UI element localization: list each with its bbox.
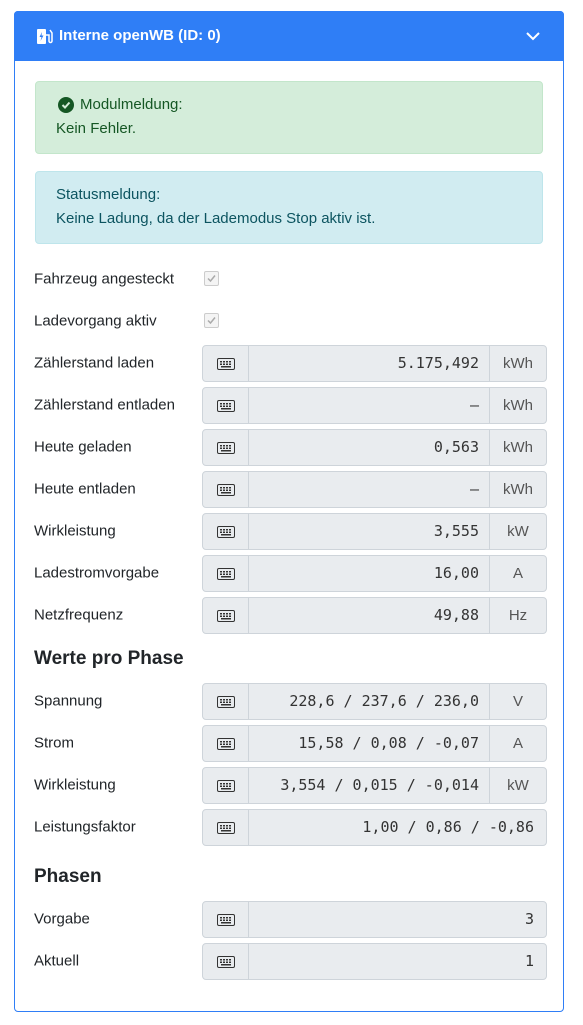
field-value: 16,00	[433, 564, 479, 582]
input-icon[interactable]	[203, 346, 249, 381]
keyboard-icon	[217, 442, 235, 454]
input-group: 3,555 kW	[202, 513, 547, 550]
card-header[interactable]: Interne openWB (ID: 0)	[14, 11, 564, 61]
checkbox	[204, 271, 219, 286]
checkbox-label: Ladevorgang aktiv	[34, 312, 157, 330]
section-heading: Phasen	[34, 866, 102, 887]
keyboard-icon	[217, 358, 235, 370]
keyboard-icon	[217, 780, 235, 792]
input-icon[interactable]	[203, 472, 249, 507]
input-icon[interactable]	[203, 944, 249, 979]
field-unit: kWh	[489, 388, 546, 423]
input-icon[interactable]	[203, 430, 249, 465]
alert-success: Modulmeldung: Kein Fehler.	[35, 81, 543, 154]
keyboard-icon	[217, 914, 235, 926]
input-group: 228,6 / 237,6 / 236,0 V	[202, 683, 547, 720]
charging-icon	[37, 29, 53, 44]
input-icon[interactable]	[203, 768, 249, 803]
input-icon[interactable]	[203, 902, 249, 937]
input-group: 5.175,492 kWh	[202, 345, 547, 382]
alert-title: Statusmeldung:	[56, 186, 161, 203]
field-label: Wirkleistung	[34, 776, 116, 794]
field-label: Strom	[34, 734, 75, 752]
field-unit: kWh	[489, 346, 546, 381]
field-label: Heute geladen	[34, 438, 132, 456]
keyboard-icon	[217, 738, 235, 750]
input-group: 49,88 Hz	[202, 597, 547, 634]
input-icon[interactable]	[203, 556, 249, 591]
field-value: 228,6 / 237,6 / 236,0	[289, 692, 479, 710]
field-value: 49,88	[433, 606, 479, 624]
field-value: 0,563	[433, 438, 479, 456]
field-label: Spannung	[34, 692, 103, 710]
input-group: 15,58 / 0,08 / -0,07 A	[202, 725, 547, 762]
card	[14, 11, 564, 1012]
field-label: Leistungsfaktor	[34, 818, 136, 836]
alert-text: Keine Ladung, da der Lademodus Stop akti…	[56, 210, 376, 227]
field-unit: A	[489, 726, 546, 761]
field-unit: kW	[489, 768, 546, 803]
input-group: 0,563 kWh	[202, 429, 547, 466]
field-label: Vorgabe	[34, 910, 90, 928]
checkbox-label: Fahrzeug angesteckt	[34, 270, 175, 288]
field-unit: V	[489, 684, 546, 719]
field-label: Zählerstand laden	[34, 354, 155, 372]
field-value: –	[469, 396, 479, 414]
field-value: 15,58 / 0,08 / -0,07	[298, 734, 479, 752]
keyboard-icon	[217, 568, 235, 580]
field-value: –	[469, 480, 479, 498]
input-icon[interactable]	[203, 598, 249, 633]
field-unit: kW	[489, 514, 546, 549]
keyboard-icon	[217, 822, 235, 834]
alert-title: Modulmeldung:	[80, 96, 183, 113]
input-icon[interactable]	[203, 684, 249, 719]
keyboard-icon	[217, 696, 235, 708]
field-value: 3,554 / 0,015 / -0,014	[280, 776, 479, 794]
field-value: 1	[524, 952, 534, 970]
input-group: 1	[202, 943, 547, 980]
field-value: 1,00 / 0,86 / -0,86	[362, 818, 534, 836]
field-label: Aktuell	[34, 952, 80, 970]
input-icon[interactable]	[203, 514, 249, 549]
keyboard-icon	[217, 610, 235, 622]
section-heading: Werte pro Phase	[34, 648, 184, 669]
collapse-chevron[interactable]	[526, 30, 540, 42]
alert-text: Kein Fehler.	[56, 120, 137, 137]
input-group: 16,00 A	[202, 555, 547, 592]
field-label: Ladestromvorgabe	[34, 564, 160, 582]
checkbox	[204, 313, 219, 328]
check-mark	[207, 275, 216, 283]
input-group: 1,00 / 0,86 / -0,86	[202, 809, 547, 846]
field-value: 3	[524, 910, 534, 928]
input-icon[interactable]	[203, 726, 249, 761]
keyboard-icon	[217, 526, 235, 538]
card-title: Interne openWB (ID: 0)	[59, 27, 221, 44]
keyboard-icon	[217, 956, 235, 968]
keyboard-icon	[217, 484, 235, 496]
alert-info: Statusmeldung: Keine Ladung, da der Lade…	[35, 171, 543, 244]
input-group: 3	[202, 901, 547, 938]
field-label: Heute entladen	[34, 480, 136, 498]
field-label: Zählerstand entladen	[34, 396, 175, 414]
field-value: 5.175,492	[397, 354, 479, 372]
input-group: – kWh	[202, 387, 547, 424]
input-group: – kWh	[202, 471, 547, 508]
field-label: Wirkleistung	[34, 522, 116, 540]
input-icon[interactable]	[203, 388, 249, 423]
field-unit: A	[489, 556, 546, 591]
field-unit: Hz	[489, 598, 546, 633]
check-mark	[207, 317, 216, 325]
field-label: Netzfrequenz	[34, 606, 124, 624]
input-icon[interactable]	[203, 810, 249, 845]
check-icon	[58, 97, 74, 113]
field-unit: kWh	[489, 430, 546, 465]
field-unit: kWh	[489, 472, 546, 507]
field-value: 3,555	[433, 522, 479, 540]
keyboard-icon	[217, 400, 235, 412]
input-group: 3,554 / 0,015 / -0,014 kW	[202, 767, 547, 804]
